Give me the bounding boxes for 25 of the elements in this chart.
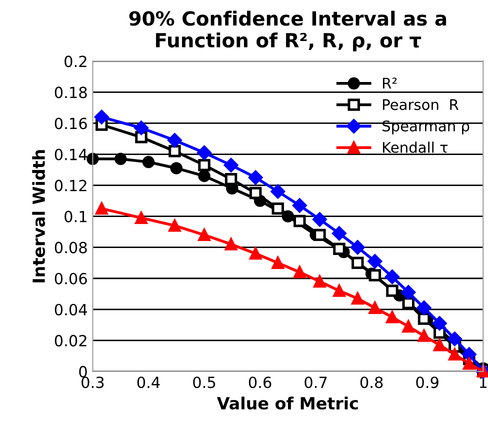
y-axis-title: Interval Width (32, 150, 46, 282)
x-tick-label: 0.4 (137, 376, 160, 388)
x-tick-label: 0.5 (193, 376, 216, 388)
chart-title: 90% Confidence Interval as a Function of R², R, ρ, or τ (129, 10, 446, 52)
x-tick-label: 0.8 (360, 376, 383, 388)
legend-label: Kendall τ (382, 142, 448, 153)
legend-label: Pearson R (382, 99, 458, 110)
y-tick-label: 0.08 (54, 242, 87, 254)
y-tick-label: 0.18 (54, 86, 87, 98)
x-tick-label: 0.3 (82, 376, 104, 388)
y-tick-label: 0 (79, 366, 87, 378)
y-tick-label: 0.2 (64, 56, 86, 68)
y-tick-label: 0.02 (54, 334, 86, 346)
y-tick-label: 0.14 (54, 148, 87, 160)
legend-label: Spearman ρ (382, 120, 470, 134)
x-tick-label: 0.9 (416, 376, 438, 388)
y-tick-label: 0.06 (54, 272, 87, 284)
x-tick-label: 0.6 (248, 376, 272, 388)
y-tick-label: 0.16 (54, 118, 87, 130)
y-tick-label: 0.04 (54, 304, 87, 316)
x-axis-title: Value of Metric (216, 396, 358, 410)
y-tick-label: 0.1 (64, 210, 86, 222)
legend-label: R² (382, 78, 397, 88)
y-tick-label: 0.12 (54, 180, 86, 192)
x-tick-label: 0.7 (304, 376, 327, 388)
